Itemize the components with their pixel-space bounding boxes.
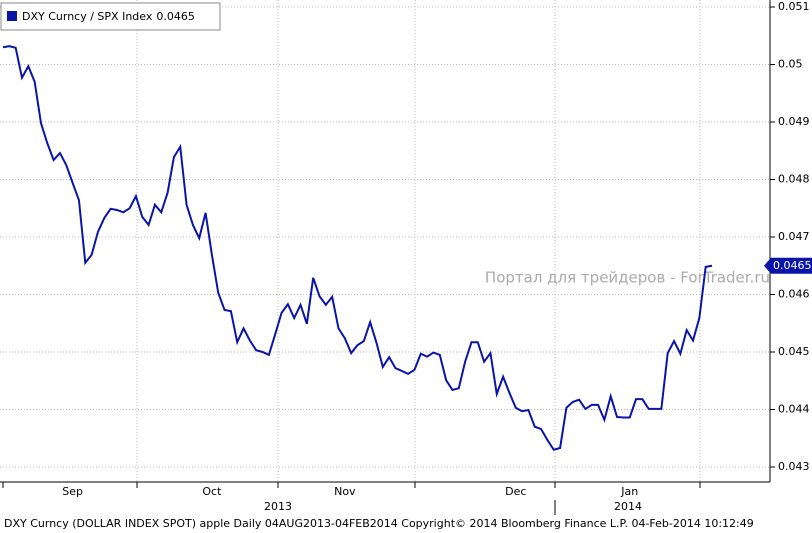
y-tick-label: 0.049 (778, 115, 810, 128)
y-tick-label: 0.047 (778, 230, 810, 243)
last-value-label: 0.0465 (773, 259, 812, 272)
y-tick-label: 0.044 (778, 403, 810, 416)
y-tick-label: 0.051 (778, 0, 810, 13)
y-tick-label: 0.043 (778, 460, 810, 473)
x-tick-label: Sep (62, 485, 83, 498)
x-tick-label: Jan (620, 485, 638, 498)
footer: DXY Curncy (DOLLAR INDEX SPOT) apple Dai… (4, 517, 754, 530)
y-tick-label: 0.045 (778, 345, 810, 358)
legend-name: DXY Curncy / SPX Index (22, 10, 153, 23)
month-ticks (2, 482, 701, 515)
x-tick-label: Nov (334, 485, 356, 498)
x-tick-label: Dec (505, 485, 526, 498)
month-gridlines (136, 0, 701, 482)
legend: DXY Curncy / SPX Index 0.0465 (0, 2, 221, 31)
data-line (2, 45, 713, 451)
legend-label: DXY Curncy / SPX Index 0.0465 (22, 10, 195, 23)
year-label: 2013 (264, 500, 292, 513)
year-label: 2014 (614, 500, 642, 513)
y-tick-label: 0.048 (778, 173, 810, 186)
y-tick-label: 0.05 (778, 58, 803, 71)
legend-value: 0.0465 (156, 10, 195, 23)
legend-swatch (7, 11, 17, 21)
last-value-tag (764, 257, 812, 274)
watermark: Портал для трейдеров - ForTrader.ru (485, 269, 770, 287)
x-tick-label: Oct (202, 485, 222, 498)
legend-box (0, 2, 221, 31)
y-tick-label: 0.046 (778, 288, 810, 301)
